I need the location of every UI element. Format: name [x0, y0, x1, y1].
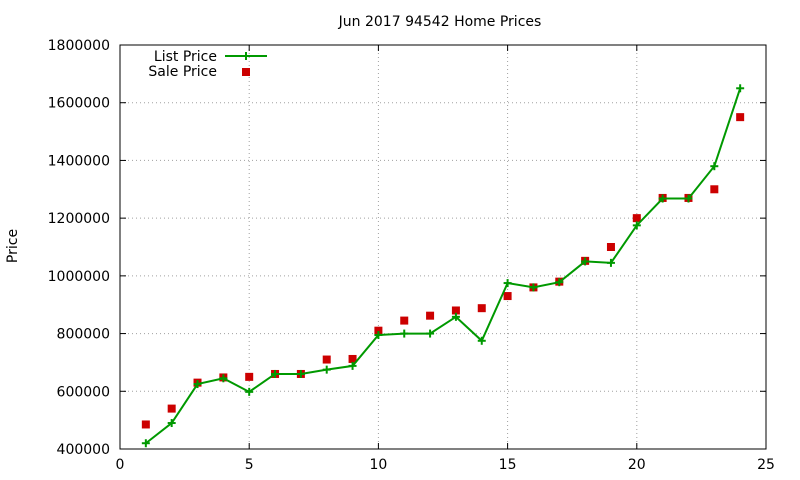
- list-price-point: [219, 374, 228, 383]
- sale-price-point: [503, 292, 512, 301]
- list-price-point: [141, 439, 150, 448]
- list-price-point: [400, 329, 409, 338]
- legend-marker-sale-price: [242, 68, 250, 76]
- list-price-point: [529, 283, 538, 292]
- legend-label-sale-price: Sale Price: [148, 64, 217, 80]
- sale-price-point: [451, 306, 460, 315]
- list-price-point: [245, 387, 254, 396]
- y-tick-labels: 400000 600000 800000 1000000 1200000 1400000 1…: [48, 38, 110, 458]
- list-price-point: [348, 361, 357, 370]
- list-price-point: [736, 84, 745, 93]
- y-tick-label: 600000: [57, 384, 110, 400]
- legend-label-list-price: List Price: [154, 49, 217, 65]
- sale-price-point: [141, 420, 150, 429]
- list-price-point: [632, 221, 641, 230]
- series: [141, 84, 745, 448]
- list-price-point: [451, 312, 460, 321]
- sale-price-point: [426, 311, 435, 320]
- x-tick-label: 5: [245, 457, 254, 473]
- x-tick-label: 25: [757, 457, 775, 473]
- list-price-point: [658, 194, 667, 203]
- list-price-point: [477, 336, 486, 345]
- y-tick-label: 1400000: [48, 153, 110, 169]
- y-tick-label: 1000000: [48, 269, 110, 285]
- list-price-point: [581, 257, 590, 266]
- sale-price-point: [736, 113, 745, 122]
- x-tick-label: 15: [499, 457, 517, 473]
- sale-price-point: [632, 214, 641, 223]
- sale-price-point: [348, 354, 357, 363]
- x-tick-labels: 0 5 10 15 20 25: [116, 457, 775, 473]
- y-tick-label: 400000: [57, 442, 110, 458]
- sale-price-point: [374, 326, 383, 335]
- sale-price-point: [167, 404, 176, 413]
- list-price-point: [684, 194, 693, 203]
- list-price-point: [322, 365, 331, 374]
- sale-price-point: [400, 316, 409, 325]
- y-axis-label: Price: [5, 229, 21, 263]
- list-price-line: [145, 87, 742, 445]
- axis-ticks: [119, 44, 767, 450]
- legend-marker-list-price: [242, 52, 250, 60]
- list-price-point: [296, 369, 305, 378]
- y-tick-label: 1200000: [48, 211, 110, 227]
- y-tick-label: 1600000: [48, 96, 110, 112]
- list-price-point: [271, 369, 280, 378]
- y-tick-label: 1800000: [48, 38, 110, 54]
- sale-price-point: [322, 355, 331, 364]
- list-price-point: [374, 331, 383, 340]
- chart-title: Jun 2017 94542 Home Prices: [338, 14, 542, 30]
- sale-price-point: [710, 185, 719, 194]
- x-tick-label: 20: [628, 457, 646, 473]
- series-list-price: [141, 84, 745, 448]
- list-price-point: [167, 419, 176, 428]
- list-price-point: [710, 162, 719, 171]
- sale-price-point: [606, 243, 615, 251]
- y-tick-label: 800000: [57, 327, 110, 343]
- list-price-point: [555, 278, 564, 287]
- grid: [120, 45, 766, 449]
- sale-price-point: [245, 372, 254, 381]
- list-price-point: [193, 380, 202, 389]
- sale-price-point: [477, 304, 486, 313]
- x-tick-label: 0: [116, 457, 125, 473]
- list-price-point: [606, 258, 615, 267]
- list-price-point: [426, 329, 435, 338]
- plot-border: [119, 44, 767, 450]
- x-tick-label: 10: [369, 457, 387, 473]
- list-price-point: [503, 279, 512, 288]
